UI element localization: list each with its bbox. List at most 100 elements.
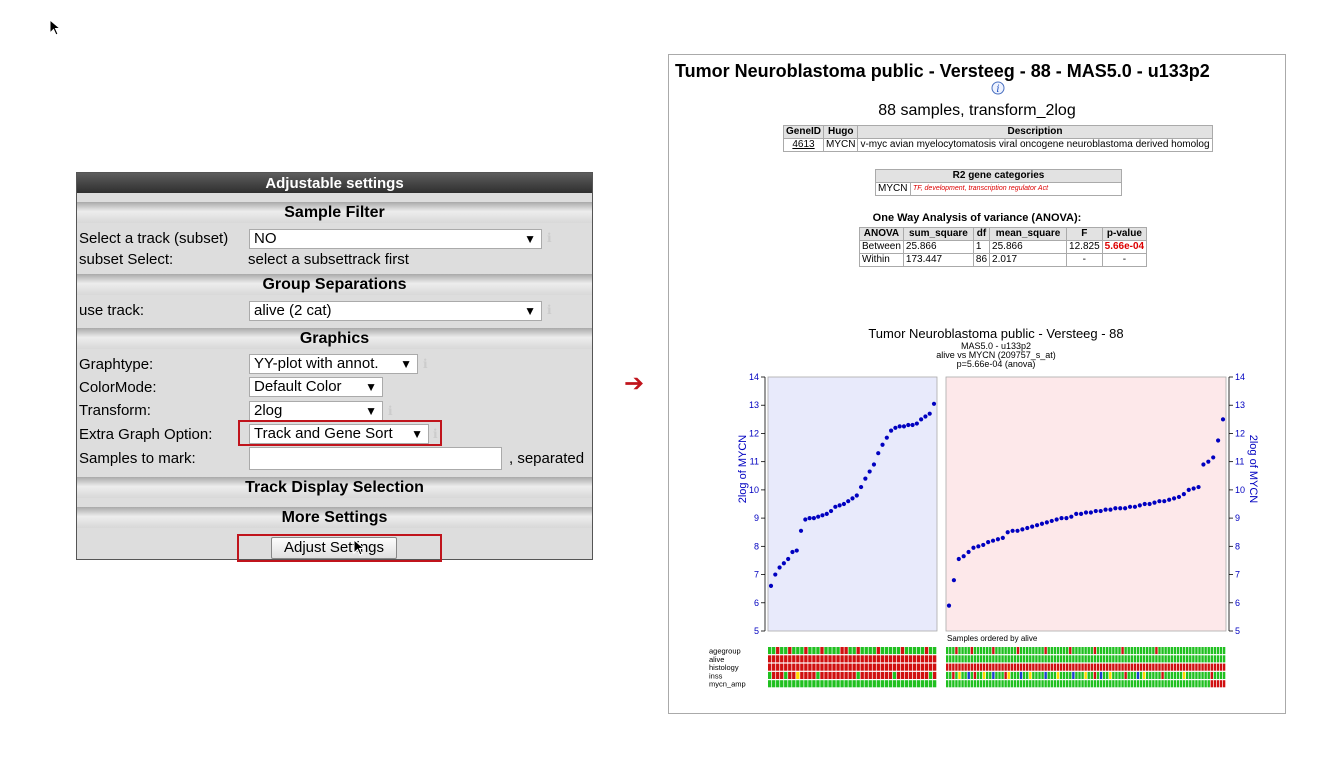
track-cell — [1198, 663, 1201, 671]
samples-to-mark-label: Samples to mark: — [79, 450, 196, 467]
track-cell — [1090, 647, 1093, 655]
data-point — [1201, 462, 1206, 467]
extra-graph-select[interactable]: Track and Gene Sort ▼ — [249, 424, 429, 444]
track-cell — [784, 671, 788, 679]
section-track-display[interactable]: Track Display Selection — [77, 477, 592, 498]
track-cell — [949, 655, 952, 663]
samples-to-mark-input[interactable] — [249, 447, 502, 470]
track-cell — [1207, 663, 1210, 671]
data-point — [923, 414, 928, 419]
anova-pvalue: 5.66e-04 — [1101, 240, 1148, 254]
track-subset-select[interactable]: NO ▼ — [249, 229, 542, 249]
track-cell — [1087, 663, 1090, 671]
track-cell — [1182, 647, 1186, 655]
data-point — [966, 549, 971, 555]
track-cell — [1182, 663, 1186, 671]
data-point — [768, 583, 774, 588]
track-cell — [1213, 680, 1217, 688]
track-cell — [989, 647, 992, 655]
track-cell — [1053, 655, 1057, 663]
track-cell — [1222, 680, 1226, 688]
track-cell — [1072, 655, 1075, 663]
track-cell — [1121, 671, 1124, 679]
info-icon[interactable]: i — [547, 231, 552, 245]
colormode-select[interactable]: Default Color ▼ — [249, 377, 383, 397]
data-point — [876, 451, 881, 456]
track-cell — [896, 655, 901, 663]
track-cell — [856, 663, 860, 671]
info-icon[interactable]: i — [388, 404, 393, 418]
info-icon[interactable]: i — [423, 357, 428, 371]
transform-value: 2log — [254, 402, 283, 419]
track-cell — [1109, 655, 1112, 663]
track-cell — [1090, 680, 1093, 688]
track-cell — [920, 655, 925, 663]
track-cell — [1038, 671, 1041, 679]
track-cell — [868, 655, 872, 663]
gene-id-link[interactable]: 4613 — [782, 138, 825, 152]
track-cell — [844, 655, 848, 663]
track-cell — [1136, 680, 1140, 688]
track-cell — [932, 671, 937, 679]
adjustable-settings-panel: Adjustable settings Sample Filter Select… — [76, 172, 593, 562]
data-point — [995, 537, 1001, 542]
track-cell — [1112, 671, 1115, 679]
track-cell — [1133, 647, 1137, 655]
track-cell — [979, 680, 983, 688]
track-cell — [780, 680, 784, 688]
track-cell — [800, 680, 804, 688]
anova-cell: 12.825 — [1066, 240, 1103, 254]
use-track-select[interactable]: alive (2 cat) ▼ — [249, 301, 542, 321]
track-cell — [1201, 680, 1204, 688]
svg-text:i: i — [996, 84, 999, 95]
track-cell — [920, 647, 925, 655]
track-cell — [912, 663, 917, 671]
info-icon[interactable]: i — [433, 427, 438, 441]
track-cell — [982, 647, 986, 655]
track-cell — [1099, 671, 1103, 679]
track-cell — [1004, 680, 1007, 688]
track-cell — [1099, 647, 1103, 655]
track-cell — [989, 671, 992, 679]
track-cell — [1032, 663, 1035, 671]
track-cell — [1155, 680, 1158, 688]
track-cell — [1152, 655, 1155, 663]
y-tick-label-left: 6 — [754, 598, 759, 608]
track-cell — [1216, 671, 1220, 679]
data-point — [837, 503, 842, 508]
track-cell — [973, 663, 977, 671]
track-cell — [772, 663, 776, 671]
graphtype-select[interactable]: YY-plot with annot. ▼ — [249, 354, 418, 374]
track-cell — [924, 680, 929, 688]
track-cell — [860, 671, 864, 679]
track-cell — [1099, 680, 1103, 688]
track-cell — [1222, 647, 1226, 655]
info-circle-icon[interactable]: i — [991, 81, 1005, 95]
info-icon[interactable]: i — [547, 303, 552, 317]
track-cell — [1130, 647, 1133, 655]
track-cell — [958, 680, 961, 688]
track-cell — [1029, 671, 1032, 679]
track-cell — [852, 663, 856, 671]
track-cell — [1004, 655, 1007, 663]
track-cell — [820, 655, 824, 663]
track-cell — [1066, 655, 1069, 663]
track-cell — [1053, 647, 1057, 655]
track-cell — [1158, 655, 1161, 663]
track-cell — [796, 680, 800, 688]
track-cell — [1192, 671, 1195, 679]
track-cell — [1176, 647, 1180, 655]
section-more-settings[interactable]: More Settings — [77, 507, 592, 528]
track-cell — [964, 655, 967, 663]
r2-gene: MYCN — [875, 182, 911, 196]
track-cell — [961, 663, 964, 671]
track-cell — [1170, 663, 1173, 671]
track-cell — [970, 671, 973, 679]
track-cell — [916, 663, 921, 671]
track-cell — [1019, 663, 1023, 671]
track-cell — [1192, 647, 1195, 655]
track-cell — [1130, 655, 1133, 663]
transform-select[interactable]: 2log ▼ — [249, 401, 383, 421]
track-cell — [1118, 671, 1121, 679]
data-point — [811, 516, 816, 521]
